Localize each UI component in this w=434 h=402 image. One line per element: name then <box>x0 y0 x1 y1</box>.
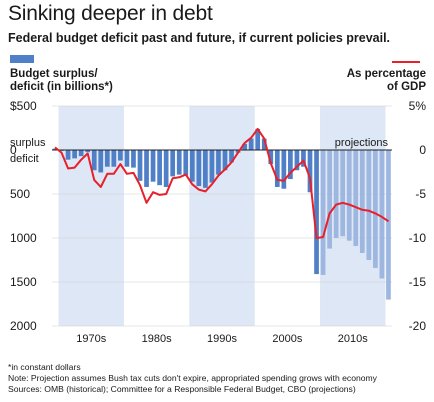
bar-1998 <box>242 143 247 150</box>
axis-labels: 1970s 1980s 1990s 2000s 2010s $500 0 500 1000 150… <box>10 99 426 345</box>
bar-1981 <box>131 150 136 168</box>
legend-bar-swatch <box>10 55 34 63</box>
bar-2004 <box>281 150 287 189</box>
decade-label-2000s: 2000s <box>272 333 302 345</box>
left-tick-2: 500 <box>10 187 30 201</box>
bar-2010 <box>320 150 326 275</box>
projections-label: projections <box>335 137 389 149</box>
bar-1993 <box>209 150 215 183</box>
right-tick-0: 5% <box>409 99 427 113</box>
gdp-line-series <box>54 127 390 239</box>
legend-line-label-1: of GDP <box>387 81 426 93</box>
footnote-constant-dollars: *in constant dollars <box>8 362 81 372</box>
bar-2007 <box>301 150 306 167</box>
bar-1969 <box>52 148 58 150</box>
bar-1991 <box>196 150 202 187</box>
bar-1999 <box>248 138 254 150</box>
bar-2014 <box>346 150 352 241</box>
surplus-label: surplus <box>10 137 46 149</box>
bar-1972 <box>72 150 77 159</box>
footnote-projection: Note: Projection assumes Bush tax cuts d… <box>8 373 377 383</box>
bar-1988 <box>176 150 182 175</box>
bar-1984 <box>150 150 156 182</box>
legend-line-label-0: As percentage <box>347 68 426 80</box>
bar-1973 <box>78 150 84 157</box>
bar-1978 <box>111 150 117 167</box>
footnotes: *in constant dollars Note: Projection as… <box>8 362 377 395</box>
bar-1996 <box>229 150 234 163</box>
left-tick-4: 1500 <box>10 275 37 289</box>
bar-1971 <box>65 150 71 160</box>
bar-2015 <box>353 150 359 246</box>
bar-2017 <box>366 150 372 260</box>
bar-2013 <box>340 150 346 237</box>
footnote-sources: Sources: OMB (historical); Committee for… <box>8 384 356 394</box>
right-tick-1: 0 <box>419 143 426 157</box>
bar-1989 <box>183 150 189 176</box>
decade-label-1980s: 1980s <box>142 333 172 345</box>
bar-1995 <box>222 150 228 171</box>
bar-2011 <box>327 150 332 249</box>
bar-2020 <box>386 150 391 300</box>
decade-band-1990s <box>189 106 255 326</box>
left-tick-1: 0 <box>10 143 17 157</box>
bar-1983 <box>144 150 149 187</box>
deficit-label: deficit <box>10 153 39 165</box>
bar-1982 <box>137 150 143 181</box>
bar-2006 <box>294 150 300 171</box>
bar-1979 <box>118 150 123 161</box>
bar-2016 <box>359 150 365 253</box>
decade-label-1970s: 1970s <box>76 333 106 345</box>
bar-2012 <box>333 150 339 238</box>
bar-2019 <box>379 150 385 279</box>
left-tick-5: 2000 <box>10 319 37 333</box>
bar-2018 <box>373 150 378 268</box>
gridlines <box>52 105 392 327</box>
bar-2008 <box>307 150 313 193</box>
bar-1976 <box>98 150 104 173</box>
bar-2005 <box>288 150 293 180</box>
legend: Budget surplus/deficit (in billions*) As … <box>10 55 426 93</box>
decade-band-1970s <box>58 106 124 326</box>
left-tick-0: $500 <box>10 99 37 113</box>
bar-series <box>52 128 391 300</box>
decade-label-1990s: 1990s <box>207 333 237 345</box>
right-tick-3: -10 <box>409 231 427 245</box>
left-tick-3: 1000 <box>10 231 37 245</box>
bar-2003 <box>274 150 280 187</box>
bar-1992 <box>203 150 208 188</box>
bar-2000 <box>255 128 261 150</box>
bar-2009 <box>314 150 319 275</box>
right-tick-5: -20 <box>409 319 427 333</box>
right-tick-4: -15 <box>409 275 427 289</box>
legend-bar-label-1: deficit (in billions*) <box>10 81 113 93</box>
bar-1986 <box>163 150 169 187</box>
bar-1985 <box>157 150 162 186</box>
bar-2002 <box>268 150 274 165</box>
chart-subtitle: Federal budget deficit past and future, … <box>8 31 391 45</box>
bar-1994 <box>216 150 221 175</box>
bar-2001 <box>261 138 267 150</box>
bar-1990 <box>189 150 195 182</box>
decade-label-2010s: 2010s <box>338 333 368 345</box>
right-tick-2: -5 <box>415 187 426 201</box>
gdp-line <box>54 127 390 239</box>
chart-title: Sinking deeper in debt <box>8 2 213 25</box>
bar-1980 <box>124 150 130 167</box>
legend-bar-label-0: Budget surplus/ <box>10 68 98 80</box>
bar-1974 <box>85 150 91 153</box>
bar-1975 <box>91 150 97 171</box>
bar-1987 <box>170 150 176 177</box>
bar-1977 <box>104 150 110 167</box>
